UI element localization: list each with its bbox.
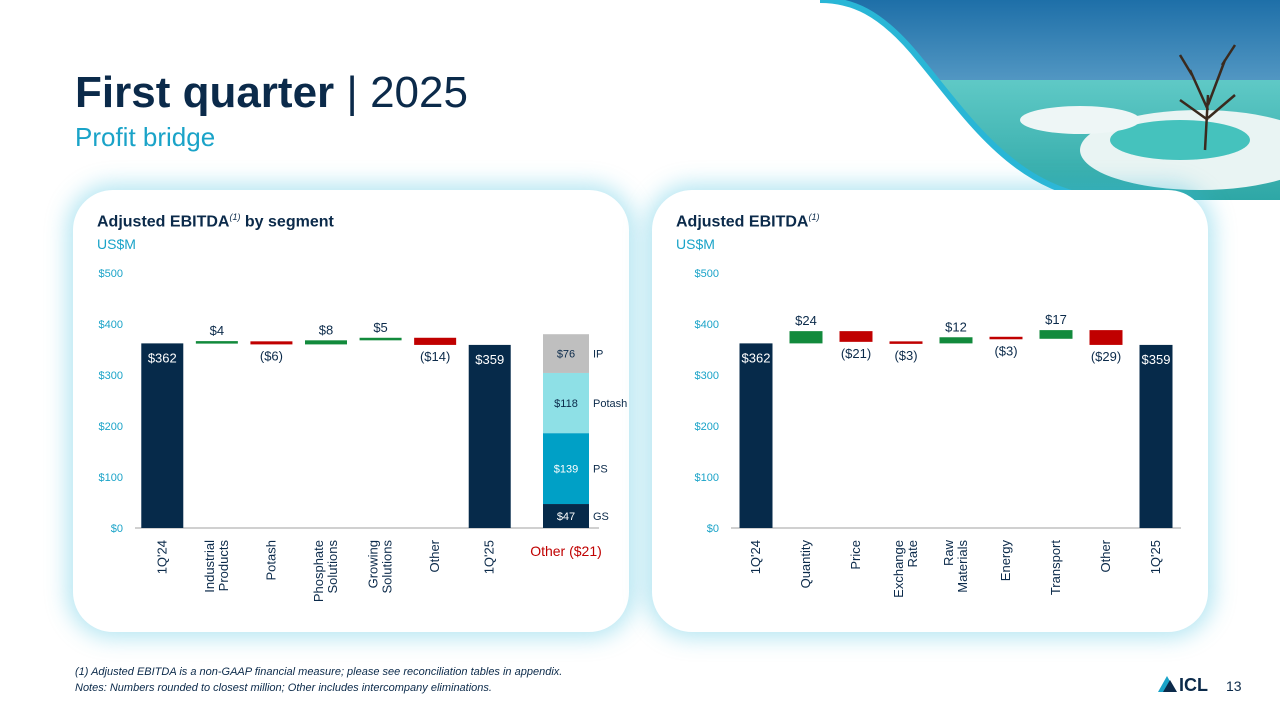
footnote-notes: Notes: Numbers rounded to closest millio… xyxy=(75,682,492,694)
data-label-potash: ($6) xyxy=(260,348,283,363)
segment-panel-unit: US$M xyxy=(97,236,136,252)
y-tick-label: $400 xyxy=(99,319,123,331)
data-label-1q-24: $362 xyxy=(742,350,771,365)
y-tick-label: $0 xyxy=(111,523,123,535)
bar-industrial-products xyxy=(195,341,238,344)
x-tick-label-growing-solutions: GrowingSolutions xyxy=(366,540,395,594)
data-label-other: ($14) xyxy=(420,349,450,364)
x-tick-label-phosphate-solutions: PhosphateSolutions xyxy=(311,540,340,603)
x-tick-label-other: Other xyxy=(1098,539,1113,572)
data-label-quantity: $24 xyxy=(795,313,817,328)
stack-name-gs: GS xyxy=(593,511,609,523)
bar-1q-24 xyxy=(141,343,184,528)
breakdown-category-label: Other ($21) xyxy=(530,543,602,559)
bar-energy xyxy=(989,336,1023,340)
data-label-1q-25: $359 xyxy=(1142,352,1171,367)
driver-bridge-panel: Adjusted EBITDA(1) US$M $0 $100 $200 $300 $4… xyxy=(652,190,1208,632)
y-tick-label: $400 xyxy=(695,319,719,331)
x-tick-label-1q-24: 1Q'24 xyxy=(748,540,763,574)
segment-bridge-panel: Adjusted EBITDA(1) by segment US$M $0 $10… xyxy=(73,190,629,632)
data-label-1q-24: $362 xyxy=(148,350,177,365)
x-tick-label-transport: Transport xyxy=(1048,540,1063,596)
page-title: First quarter | 2025 xyxy=(75,68,468,117)
x-tick-label-energy: Energy xyxy=(998,540,1013,582)
x-tick-label-potash: Potash xyxy=(263,540,278,580)
page-number: 13 xyxy=(1226,678,1242,694)
stack-name-ip: IP xyxy=(593,349,603,361)
driver-panel-title: Adjusted EBITDA(1) xyxy=(676,212,820,231)
stack-value-ps: $139 xyxy=(554,464,578,476)
y-tick-label: $300 xyxy=(99,370,123,382)
stack-segment-ps xyxy=(543,433,589,505)
bar-phosphate-solutions xyxy=(305,340,347,345)
x-tick-label-exchange-rate: ExchangeRate xyxy=(891,540,920,598)
bar-1q-25 xyxy=(1139,344,1173,528)
stack-name-ps: PS xyxy=(593,464,608,476)
svg-text:ICL: ICL xyxy=(1179,675,1208,694)
segment-waterfall-chart: $0 $100 $200 $300 $400 $500 $362 1Q'24 $4 Industr… xyxy=(99,268,628,603)
bar-exchange-rate xyxy=(889,341,923,344)
x-tick-label-quantity: Quantity xyxy=(798,540,813,589)
stack-value-ip: $76 xyxy=(557,349,575,361)
bar-other xyxy=(1089,330,1123,345)
bar-potash xyxy=(250,341,293,345)
driver-waterfall-chart: $0 $100 $200 $300 $400 $500 $362 1Q'24 $24 Quanti… xyxy=(695,268,1181,598)
stack-value-gs: $47 xyxy=(557,511,575,523)
driver-panel-unit: US$M xyxy=(676,236,715,252)
data-label-raw-materials: $12 xyxy=(945,319,967,334)
footnote-ebitda: (1) Adjusted EBITDA is a non-GAAP financ… xyxy=(75,666,563,678)
bar-1q-24 xyxy=(739,343,773,528)
stack-segment-gs xyxy=(543,504,589,528)
y-tick-label: $100 xyxy=(99,472,123,484)
data-label-energy: ($3) xyxy=(994,343,1017,358)
data-label-price: ($21) xyxy=(841,346,871,361)
bar-other xyxy=(414,337,457,345)
y-tick-label: $200 xyxy=(99,421,123,433)
y-tick-label: $100 xyxy=(695,472,719,484)
icl-logo: ICL xyxy=(1158,675,1208,694)
x-tick-label-1q-25: 1Q'25 xyxy=(482,540,497,574)
bar-quantity xyxy=(789,331,823,344)
bar-transport xyxy=(1039,330,1073,339)
y-tick-label: $200 xyxy=(695,421,719,433)
stack-name-potash: Potash xyxy=(593,398,627,410)
hero-landscape-image xyxy=(820,0,1280,200)
data-label-phosphate-solutions: $8 xyxy=(319,322,333,337)
data-label-growing-solutions: $5 xyxy=(373,320,387,335)
data-label-1q-25: $359 xyxy=(475,352,504,367)
stack-value-potash: $118 xyxy=(554,398,578,410)
footnotes: (1) Adjusted EBITDA is a non-GAAP financ… xyxy=(75,664,562,696)
x-tick-label-raw-materials: RawMaterials xyxy=(941,539,970,592)
data-label-transport: $17 xyxy=(1045,312,1067,327)
data-label-industrial-products: $4 xyxy=(210,323,224,338)
x-tick-label-price: Price xyxy=(848,540,863,570)
bar-growing-solutions xyxy=(359,337,402,341)
bar-price xyxy=(839,331,873,342)
data-label-other: ($29) xyxy=(1091,349,1121,364)
y-tick-label: $300 xyxy=(695,370,719,382)
x-tick-label-1q-24: 1Q'24 xyxy=(154,540,169,574)
segment-panel-title: Adjusted EBITDA(1) by segment xyxy=(97,212,334,231)
data-label-exchange-rate: ($3) xyxy=(894,348,917,363)
y-tick-label: $0 xyxy=(707,523,719,535)
y-tick-label: $500 xyxy=(99,268,123,280)
x-tick-label-other: Other xyxy=(427,539,442,572)
x-tick-label-1q-25: 1Q'25 xyxy=(1148,540,1163,574)
y-tick-label: $500 xyxy=(695,268,719,280)
x-tick-label-industrial-products: IndustrialProducts xyxy=(202,540,231,593)
bar-1q-25 xyxy=(468,344,511,528)
page-subtitle: Profit bridge xyxy=(75,122,216,152)
bar-raw-materials xyxy=(939,337,973,344)
stack-segment-ip xyxy=(543,334,589,373)
stack-segment-potash xyxy=(543,372,589,434)
